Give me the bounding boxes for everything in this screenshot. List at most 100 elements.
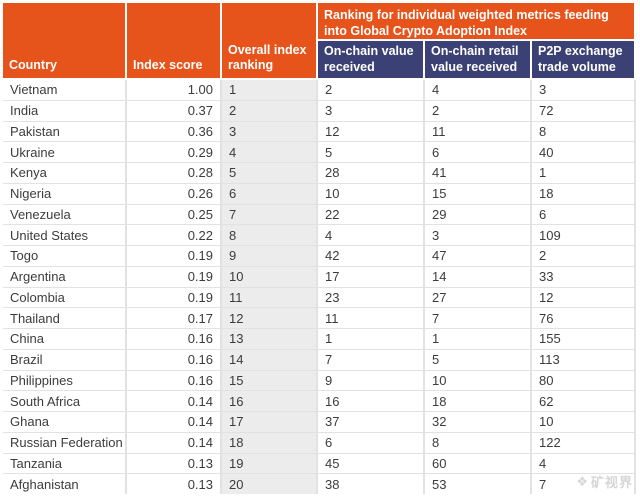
overall-ranking-cell: 9 <box>222 246 316 266</box>
p2p-volume-rank-cell: 8 <box>532 121 634 142</box>
overall-ranking-cell: 19 <box>222 453 316 474</box>
p2p-volume-rank-cell: 10 <box>532 412 634 432</box>
onchain-value-rank-cell: 42 <box>318 246 423 266</box>
overall-ranking-cell: 3 <box>222 121 316 142</box>
overall-ranking-cell: 18 <box>222 432 316 453</box>
column-header-label: Country <box>9 58 57 73</box>
country-cell: Tanzania <box>3 453 125 474</box>
onchain-value-rank-cell: 4 <box>318 225 423 245</box>
p2p-volume-rank-cell: 18 <box>532 183 634 204</box>
p2p-volume-rank-cell: 2 <box>532 246 634 266</box>
onchain-retail-rank-cell: 4 <box>425 80 530 100</box>
p2p-volume-rank-cell: 113 <box>532 349 634 370</box>
overall-ranking-cell: 15 <box>222 370 316 391</box>
p2p-volume-rank-cell: 33 <box>532 266 634 287</box>
overall-ranking-cell: 1 <box>222 80 316 100</box>
p2p-volume-rank-cell: 62 <box>532 391 634 411</box>
overall-ranking-cell: 17 <box>222 412 316 432</box>
column-header-index-score: Index score <box>127 3 220 78</box>
onchain-retail-rank-cell: 3 <box>425 225 530 245</box>
overall-ranking-cell: 10 <box>222 266 316 287</box>
onchain-retail-rank-cell: 11 <box>425 121 530 142</box>
p2p-volume-rank-cell: 4 <box>532 453 634 474</box>
country-cell: Thailand <box>3 308 125 328</box>
country-cell: Ukraine <box>3 142 125 162</box>
onchain-retail-rank-cell: 27 <box>425 287 530 308</box>
country-cell: Philippines <box>3 370 125 391</box>
index-score-cell: 0.14 <box>127 391 220 411</box>
column-header-overall-index-ranking: Overall index ranking <box>222 3 316 78</box>
column-header-country: Country <box>3 3 125 78</box>
column-header-label: Overall index ranking <box>228 42 307 73</box>
overall-ranking-cell: 7 <box>222 204 316 225</box>
onchain-value-rank-cell: 38 <box>318 474 423 494</box>
p2p-volume-rank-cell: 76 <box>532 308 634 328</box>
onchain-retail-rank-cell: 47 <box>425 246 530 266</box>
index-score-cell: 0.14 <box>127 412 220 432</box>
index-score-cell: 0.16 <box>127 329 220 349</box>
column-header-label: On-chain value received <box>324 43 414 74</box>
onchain-retail-rank-cell: 15 <box>425 183 530 204</box>
country-cell: Brazil <box>3 349 125 370</box>
onchain-value-rank-cell: 6 <box>318 432 423 453</box>
onchain-value-rank-cell: 5 <box>318 142 423 162</box>
onchain-value-rank-cell: 3 <box>318 100 423 121</box>
country-cell: United States <box>3 225 125 245</box>
column-header-onchain-retail-value-received: On-chain retail value received <box>425 41 530 78</box>
onchain-retail-rank-cell: 18 <box>425 391 530 411</box>
onchain-value-rank-cell: 22 <box>318 204 423 225</box>
onchain-value-rank-cell: 37 <box>318 412 423 432</box>
index-score-cell: 0.14 <box>127 432 220 453</box>
country-cell: Colombia <box>3 287 125 308</box>
onchain-value-rank-cell: 16 <box>318 391 423 411</box>
onchain-retail-rank-cell: 41 <box>425 163 530 183</box>
country-cell: India <box>3 100 125 121</box>
index-score-cell: 0.37 <box>127 100 220 121</box>
country-cell: Pakistan <box>3 121 125 142</box>
index-score-cell: 0.13 <box>127 453 220 474</box>
p2p-volume-rank-cell: 80 <box>532 370 634 391</box>
onchain-retail-rank-cell: 8 <box>425 432 530 453</box>
country-cell: Nigeria <box>3 183 125 204</box>
onchain-retail-rank-cell: 29 <box>425 204 530 225</box>
crypto-adoption-index-table: Country Index score Overall index rankin… <box>3 3 636 494</box>
onchain-retail-rank-cell: 14 <box>425 266 530 287</box>
country-cell: China <box>3 329 125 349</box>
p2p-volume-rank-cell: 72 <box>532 100 634 121</box>
index-score-cell: 0.36 <box>127 121 220 142</box>
overall-ranking-cell: 2 <box>222 100 316 121</box>
onchain-retail-rank-cell: 2 <box>425 100 530 121</box>
metrics-group-header: Ranking for individual weighted metrics … <box>318 3 634 39</box>
index-score-cell: 0.28 <box>127 163 220 183</box>
index-score-cell: 0.19 <box>127 266 220 287</box>
index-score-cell: 0.22 <box>127 225 220 245</box>
p2p-volume-rank-cell: 7 <box>532 474 634 494</box>
onchain-value-rank-cell: 12 <box>318 121 423 142</box>
column-header-label: Index score <box>133 58 203 73</box>
index-score-cell: 0.25 <box>127 204 220 225</box>
overall-ranking-cell: 8 <box>222 225 316 245</box>
watermark-text: 矿视界 <box>590 475 633 490</box>
overall-ranking-cell: 20 <box>222 474 316 494</box>
onchain-retail-rank-cell: 32 <box>425 412 530 432</box>
onchain-value-rank-cell: 7 <box>318 349 423 370</box>
overall-ranking-cell: 6 <box>222 183 316 204</box>
country-cell: Togo <box>3 246 125 266</box>
onchain-value-rank-cell: 17 <box>318 266 423 287</box>
onchain-retail-rank-cell: 6 <box>425 142 530 162</box>
country-cell: Argentina <box>3 266 125 287</box>
onchain-value-rank-cell: 45 <box>318 453 423 474</box>
p2p-volume-rank-cell: 40 <box>532 142 634 162</box>
index-score-cell: 0.29 <box>127 142 220 162</box>
column-header-p2p-exchange-trade-volume: P2P exchange trade volume <box>532 41 634 78</box>
country-cell: Ghana <box>3 412 125 432</box>
p2p-volume-rank-cell: 3 <box>532 80 634 100</box>
column-header-label: P2P exchange trade volume <box>538 43 623 74</box>
index-score-cell: 0.13 <box>127 474 220 494</box>
p2p-volume-rank-cell: 155 <box>532 329 634 349</box>
overall-ranking-cell: 14 <box>222 349 316 370</box>
overall-ranking-cell: 13 <box>222 329 316 349</box>
column-header-label: On-chain retail value received <box>431 43 519 74</box>
country-cell: Afghanistan <box>3 474 125 494</box>
overall-ranking-cell: 4 <box>222 142 316 162</box>
